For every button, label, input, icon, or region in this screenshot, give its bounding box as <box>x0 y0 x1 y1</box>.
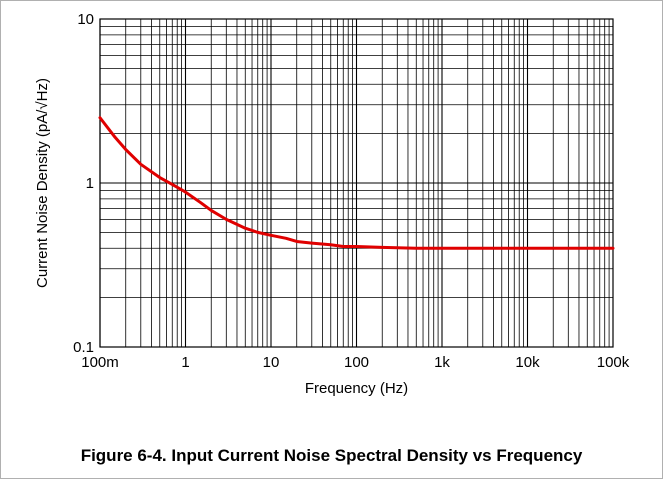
x-tick-label: 100k <box>597 354 630 371</box>
y-axis-title: Current Noise Density (pA/√Hz) <box>34 78 51 288</box>
y-tick-label: 1 <box>86 175 94 192</box>
y-tick-label: 0.1 <box>73 339 94 356</box>
noise-density-chart: 100m 1 10 100 1k 10k 100k 0.1 1 10 Frequency (Hz)… <box>34 11 630 397</box>
x-tick-label: 1k <box>434 354 450 371</box>
x-tick-label: 10k <box>515 354 540 371</box>
x-axis-title: Frequency (Hz) <box>305 380 408 397</box>
figure-caption: Figure 6-4. Input Current Noise Spectral… <box>80 446 583 465</box>
series-layer <box>98 116 615 250</box>
x-tick-label: 100 <box>344 354 369 371</box>
x-tick-label: 100m <box>81 354 119 371</box>
plot-area-border <box>99 18 614 348</box>
x-tick-label: 1 <box>181 354 189 371</box>
grid-lines <box>99 19 613 348</box>
tick-labels: 100m 1 10 100 1k 10k 100k 0.1 1 10 <box>73 11 630 371</box>
x-tick-label: 10 <box>263 354 280 371</box>
y-tick-label: 10 <box>77 11 94 28</box>
series-line-0 <box>98 116 615 250</box>
